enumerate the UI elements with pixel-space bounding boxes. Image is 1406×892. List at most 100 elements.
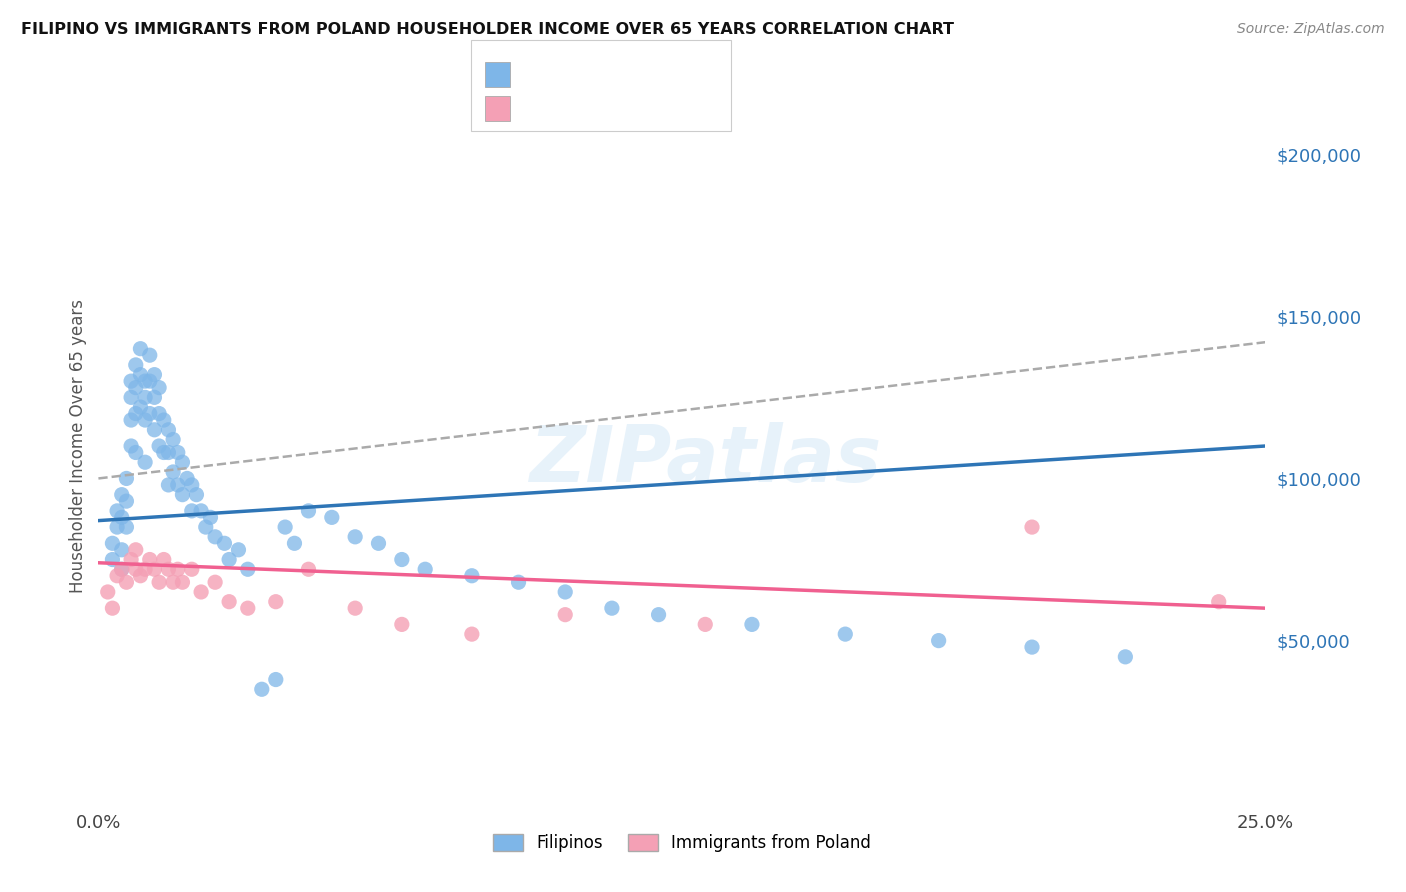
Point [554,585,576,599]
Point [250,682,273,697]
Point [143,368,166,382]
Text: R =: R = [517,101,554,119]
Text: -0.352: -0.352 [560,101,619,119]
Point [115,575,138,590]
Point [111,562,134,576]
Point [134,455,156,469]
Point [139,407,162,421]
Point [194,520,217,534]
Point [172,455,194,469]
Point [264,673,287,687]
Point [297,562,319,576]
Point [120,439,142,453]
Point [111,510,134,524]
Point [101,552,124,566]
Point [125,445,148,459]
Point [554,607,576,622]
Point [741,617,763,632]
Point [236,601,259,615]
Point [101,601,124,615]
Point [1021,520,1043,534]
Point [1021,640,1043,654]
Point [134,390,156,404]
Point [172,575,194,590]
Point [148,407,170,421]
Text: N =: N = [623,67,671,85]
Point [367,536,389,550]
Point [344,530,367,544]
Point [143,423,166,437]
Text: ZIPatlas: ZIPatlas [529,422,882,499]
Point [214,536,236,550]
Point [236,562,259,576]
Point [190,585,212,599]
Point [218,552,240,566]
Point [218,595,240,609]
Point [157,478,180,492]
Point [129,368,152,382]
Point [115,520,138,534]
Text: FILIPINO VS IMMIGRANTS FROM POLAND HOUSEHOLDER INCOME OVER 65 YEARS CORRELATION : FILIPINO VS IMMIGRANTS FROM POLAND HOUSE… [21,22,955,37]
Point [105,520,128,534]
Point [162,433,184,447]
Point [125,542,148,557]
Point [834,627,856,641]
Point [101,536,124,550]
Point [148,381,170,395]
Point [1208,595,1230,609]
Point [180,478,202,492]
Point [143,562,166,576]
Y-axis label: Householder Income Over 65 years: Householder Income Over 65 years [69,299,87,593]
Legend: Filipinos, Immigrants from Poland: Filipinos, Immigrants from Poland [486,827,877,859]
Point [264,595,287,609]
Point [139,348,162,362]
Point [600,601,623,615]
Point [139,552,162,566]
Point [148,575,170,590]
Point [391,552,413,566]
Point [180,504,202,518]
Point [129,568,152,582]
Point [166,562,188,576]
Point [157,423,180,437]
Point [647,607,669,622]
Point [129,342,152,356]
Point [166,445,188,459]
Point [105,568,128,582]
Point [166,478,188,492]
Point [200,510,222,524]
Point [172,488,194,502]
Point [152,552,174,566]
Point [120,552,142,566]
Point [139,374,162,388]
Point [148,439,170,453]
Point [125,562,148,576]
Text: Source: ZipAtlas.com: Source: ZipAtlas.com [1237,22,1385,37]
Text: 78: 78 [665,67,688,85]
Point [297,504,319,518]
Point [274,520,297,534]
Point [928,633,950,648]
Point [391,617,413,632]
Point [162,575,184,590]
Point [120,413,142,427]
Text: N =: N = [623,101,671,119]
Point [134,562,156,576]
Point [152,413,174,427]
Text: 0.136: 0.136 [560,67,617,85]
Point [157,562,180,576]
Text: 32: 32 [665,101,689,119]
Point [115,471,138,485]
Point [111,562,134,576]
Point [162,465,184,479]
Point [129,400,152,414]
Point [134,374,156,388]
Point [344,601,367,615]
Point [228,542,250,557]
Point [143,390,166,404]
Point [125,358,148,372]
Point [461,568,484,582]
Point [461,627,484,641]
Point [204,530,226,544]
Point [186,488,208,502]
